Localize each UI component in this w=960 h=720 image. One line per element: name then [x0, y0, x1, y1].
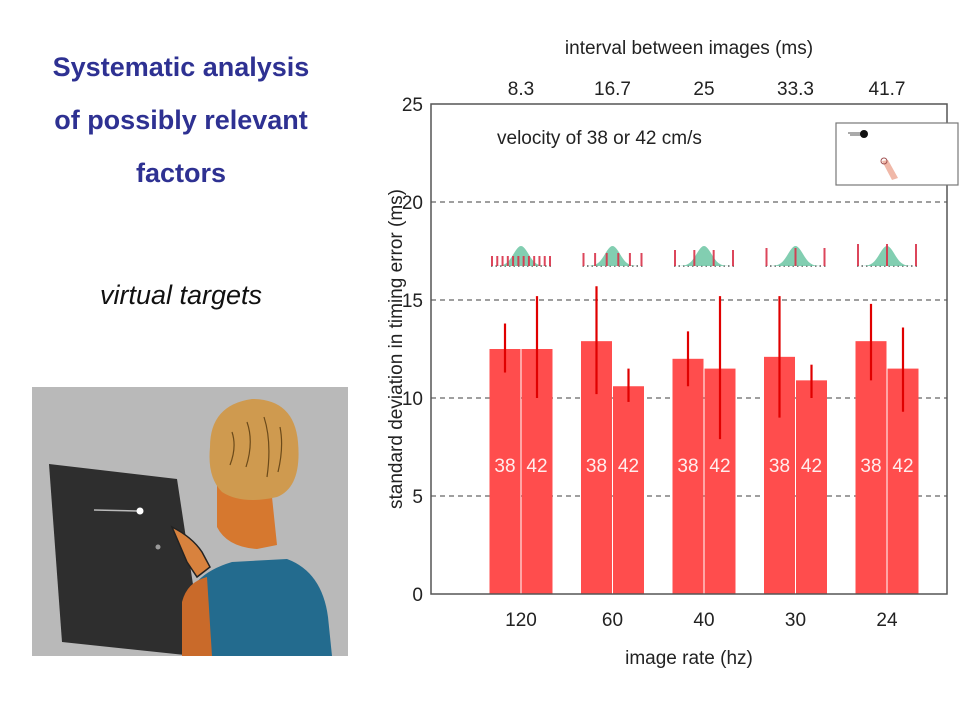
bar-38	[855, 341, 887, 594]
y-tick-label: 0	[412, 585, 423, 606]
top-tick-label: 8.3	[508, 79, 534, 100]
bar-label-42: 42	[526, 456, 547, 477]
frame-timing-mini-120	[491, 246, 551, 267]
x-tick-label: 60	[602, 610, 623, 631]
person-hair	[209, 399, 299, 501]
frame-timing-mini-24	[857, 244, 917, 267]
bar-38	[672, 358, 704, 594]
frame-timing-illustrations	[491, 244, 917, 267]
inset-ball-icon	[860, 130, 868, 138]
inset-legend	[835, 122, 959, 186]
slide-subtitle: virtual targets	[99, 280, 263, 310]
bar-label-42: 42	[801, 456, 822, 477]
bar-group-40: 38 42	[672, 296, 736, 594]
x-axis-ticks: 120 60 40 30 24	[505, 610, 898, 631]
annotation-text: velocity of 38 or 42 cm/s	[497, 128, 702, 149]
frame-timing-mini-60	[582, 246, 643, 267]
x-tick-label: 30	[785, 610, 806, 631]
frame-timing-mini-40	[674, 246, 734, 267]
pointing-finger-icon	[170, 525, 211, 579]
top-tick-label: 33.3	[777, 79, 814, 100]
top-tick-label: 16.7	[594, 79, 631, 100]
top-axis-ticks: 8.3 16.7 25 33.3 41.7	[508, 79, 906, 100]
inset-fingertip	[880, 157, 888, 165]
bar-42	[613, 386, 644, 594]
bar-label-38: 38	[769, 456, 790, 477]
bar-group-120: 38 42	[489, 296, 553, 594]
y-tick-label: 10	[402, 389, 423, 410]
frame-timing-mini-30	[765, 246, 826, 267]
mini-gaussian	[495, 246, 547, 266]
bar-label-38: 38	[586, 456, 607, 477]
moving-target-icon	[136, 507, 144, 515]
top-tick-label: 41.7	[869, 79, 906, 100]
top-axis-label: interval between images (ms)	[565, 38, 813, 59]
bar-label-42: 42	[709, 456, 730, 477]
y-tick-label: 5	[412, 487, 423, 508]
bar-label-38: 38	[860, 456, 881, 477]
hair-strands	[229, 416, 283, 478]
inset-finger-icon	[882, 160, 898, 180]
plot-frame	[430, 103, 948, 595]
bar-42	[796, 380, 827, 594]
y-axis-label: standard deviation in timing error (ms)	[386, 189, 407, 509]
inset-frame	[835, 122, 959, 186]
y-tick-label: 25	[402, 95, 423, 116]
bar-group-30: 38 42	[764, 296, 827, 594]
y-tick-label: 15	[402, 291, 423, 312]
x-axis-label: image rate (hz)	[625, 648, 753, 669]
x-tick-label: 120	[505, 610, 537, 631]
motion-trail	[93, 509, 138, 512]
slide-title: Systematic analysis of possibly relevant…	[0, 41, 362, 200]
bars: 38 42 38 42 38 42 38 42 38 42	[489, 286, 919, 594]
person-shirt	[186, 559, 332, 656]
y-axis-ticks: 0 5 10 15 20 25	[402, 95, 423, 606]
x-tick-label: 24	[876, 610, 898, 631]
bar-label-38: 38	[494, 456, 515, 477]
bar-group-24: 38 42	[855, 303, 919, 594]
title-line-3: factors	[135, 158, 227, 188]
person-arm	[182, 577, 212, 656]
fixation-dot	[155, 544, 161, 550]
x-tick-label: 40	[693, 610, 714, 631]
y-tick-label: 20	[402, 193, 423, 214]
display-screen	[49, 464, 204, 656]
bar-label-42: 42	[892, 456, 913, 477]
top-tick-label: 25	[693, 79, 714, 100]
bar-label-38: 38	[677, 456, 698, 477]
title-line-1: Systematic analysis	[52, 52, 310, 82]
bar-label-42: 42	[618, 456, 639, 477]
bar-group-60: 38 42	[581, 286, 644, 594]
bar-38	[489, 349, 521, 594]
title-line-2: of possibly relevant	[54, 105, 308, 135]
participant-illustration	[32, 387, 348, 656]
mini-gaussian	[586, 246, 639, 266]
mini-gaussian	[678, 246, 730, 266]
